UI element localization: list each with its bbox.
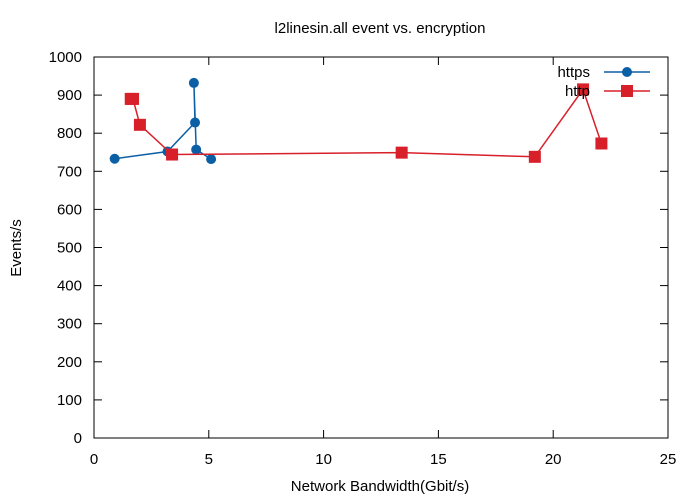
series-http xyxy=(124,83,608,163)
legend-label-https: https xyxy=(557,64,590,81)
y-tick-label: 900 xyxy=(57,87,82,104)
y-tick-label: 700 xyxy=(57,163,82,180)
y-tick-label: 0 xyxy=(74,430,82,447)
y-axis-title: Events/s xyxy=(8,219,25,277)
data-point-https xyxy=(190,117,201,128)
x-tick-label: 0 xyxy=(90,451,98,468)
y-tick-label: 300 xyxy=(57,316,82,333)
y-tick-label: 500 xyxy=(57,240,82,257)
y-tick-label: 1000 xyxy=(49,49,82,66)
legend-marker-http xyxy=(621,85,633,97)
legend-marker-https xyxy=(622,67,632,77)
chart-title: l2linesin.all event vs. encryption xyxy=(275,20,486,37)
data-point-http xyxy=(395,146,408,159)
data-point-https xyxy=(109,153,120,164)
x-tick-label: 10 xyxy=(315,451,332,468)
series-https xyxy=(109,77,217,165)
data-point-http xyxy=(528,150,541,163)
data-point-https xyxy=(206,154,217,165)
x-tick-label: 25 xyxy=(660,451,677,468)
y-tick-label: 200 xyxy=(57,354,82,371)
data-point-http xyxy=(133,118,146,131)
data-point-https xyxy=(191,144,202,155)
y-tick-label: 100 xyxy=(57,392,82,409)
y-tick-label: 800 xyxy=(57,125,82,142)
x-tick-label: 5 xyxy=(205,451,213,468)
legend-label-http: http xyxy=(565,83,590,100)
data-point-http xyxy=(577,83,590,96)
data-point-http xyxy=(166,148,179,161)
series-line-http xyxy=(130,87,603,158)
x-axis-title: Network Bandwidth(Gbit/s) xyxy=(291,478,469,495)
axis-ticks: 0 5 10 15 20 25 0 100 200 300 400 500 600 700 800 900 10… xyxy=(49,49,677,468)
data-point-http xyxy=(127,92,140,105)
data-point-https xyxy=(188,77,199,88)
legend: https http xyxy=(557,64,650,100)
plot-frame xyxy=(93,56,669,439)
x-tick-label: 15 xyxy=(430,451,447,468)
data-point-http xyxy=(595,137,608,150)
y-tick-label: 400 xyxy=(57,278,82,295)
x-tick-label: 20 xyxy=(545,451,562,468)
series-layer xyxy=(109,77,608,165)
y-tick-label: 600 xyxy=(57,201,82,218)
